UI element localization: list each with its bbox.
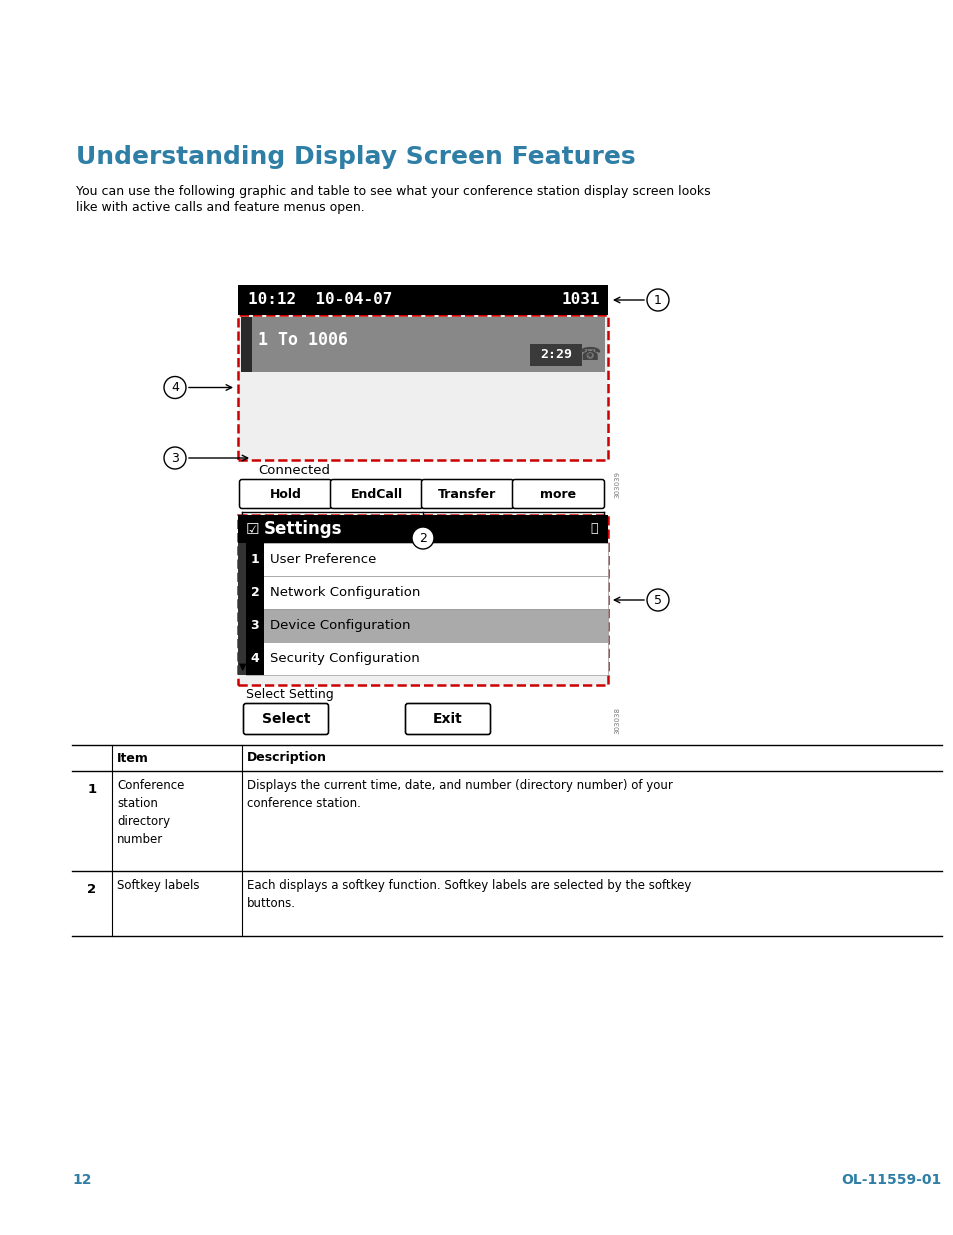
Text: 12: 12 [71,1173,91,1187]
Text: ▼: ▼ [239,662,246,672]
Text: EndCall: EndCall [350,488,402,500]
Text: Settings: Settings [264,520,342,538]
Text: 🔒: 🔒 [590,522,598,536]
Text: Each displays a softkey function. Softkey labels are selected by the softkey
but: Each displays a softkey function. Softke… [247,879,691,910]
Text: Network Configuration: Network Configuration [270,585,420,599]
Text: User Preference: User Preference [270,553,376,566]
Text: Security Configuration: Security Configuration [270,652,419,664]
Bar [246,642,607,676]
Text: 2: 2 [418,531,427,545]
Text: Item: Item [117,752,149,764]
Bar [237,543,246,676]
Text: Transfer: Transfer [438,488,497,500]
Bar [246,609,607,642]
Text: 303038: 303038 [614,708,619,735]
Bar [241,317,604,372]
Text: 4: 4 [251,652,259,664]
Text: 1031: 1031 [561,293,599,308]
FancyBboxPatch shape [405,704,490,735]
FancyBboxPatch shape [243,704,328,735]
Bar [246,609,264,642]
Circle shape [646,589,668,611]
Circle shape [164,447,186,469]
Bar [246,576,264,609]
Text: 10:12  10-04-07: 10:12 10-04-07 [248,293,392,308]
Text: 2: 2 [88,883,96,897]
Text: 4: 4 [171,382,179,394]
Text: Description: Description [247,752,327,764]
Text: 1: 1 [251,553,259,566]
Text: 1: 1 [654,294,661,306]
Text: Conference
station
directory
number: Conference station directory number [117,779,184,846]
Circle shape [412,527,434,550]
Bar [246,543,607,576]
Bar [241,317,252,372]
Text: 5: 5 [654,594,661,606]
Text: 3: 3 [171,452,179,464]
Bar [246,543,264,576]
FancyBboxPatch shape [512,479,604,509]
Text: ☑: ☑ [246,521,259,536]
Text: OL-11559-01: OL-11559-01 [841,1173,941,1187]
Text: Select: Select [261,713,310,726]
FancyBboxPatch shape [421,479,513,509]
Text: Select Setting: Select Setting [246,688,334,701]
Text: Understanding Display Screen Features: Understanding Display Screen Features [76,144,635,169]
Bar [246,642,264,676]
Bar [237,315,607,459]
Text: Device Configuration: Device Configuration [270,619,410,632]
Bar [246,576,607,609]
Text: You can use the following graphic and table to see what your conference station : You can use the following graphic and ta… [76,185,710,198]
FancyBboxPatch shape [330,479,422,509]
Text: Connected: Connected [257,464,330,477]
Text: 2:29: 2:29 [539,348,572,362]
Bar [237,285,607,315]
Text: like with active calls and feature menus open.: like with active calls and feature menus… [76,201,364,214]
Text: ☎: ☎ [578,346,600,364]
Bar [237,515,607,543]
Text: Hold: Hold [270,488,301,500]
Text: more: more [539,488,576,500]
Text: 1 To 1006: 1 To 1006 [257,331,348,350]
Text: 303039: 303039 [614,471,619,498]
Text: 3: 3 [251,619,259,632]
Bar [530,345,581,366]
Text: 1: 1 [88,783,96,797]
Circle shape [164,377,186,399]
Text: Displays the current time, date, and number (directory number) of your
conferenc: Displays the current time, date, and num… [247,779,672,810]
Text: Exit: Exit [433,713,462,726]
Circle shape [646,289,668,311]
FancyBboxPatch shape [239,479,331,509]
Text: Softkey labels: Softkey labels [117,879,199,892]
Text: 2: 2 [251,585,259,599]
Bar [237,515,607,685]
